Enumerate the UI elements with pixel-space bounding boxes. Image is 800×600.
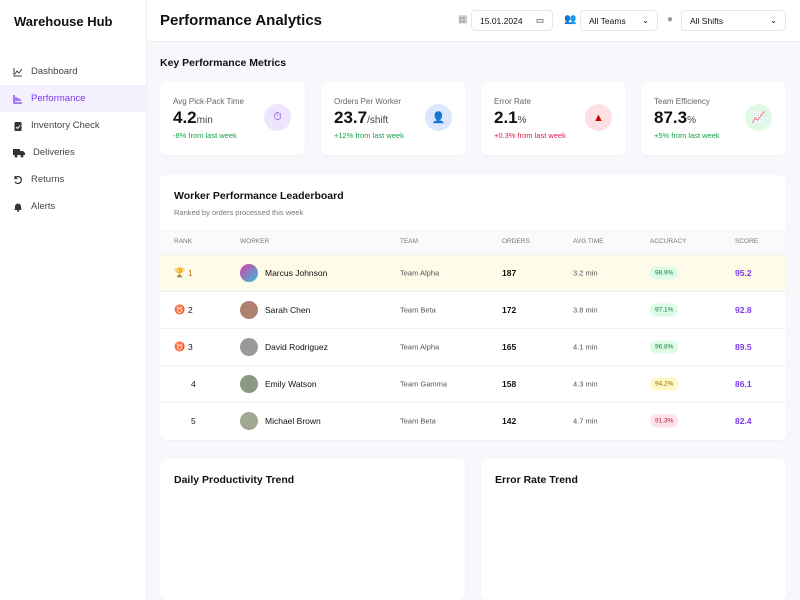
avatar [240, 412, 258, 430]
chevron-down-icon: ⌄ [641, 15, 649, 25]
clock-icon: ● [667, 14, 674, 25]
team: Team Gamma [400, 379, 448, 389]
rank: 3 [188, 342, 193, 352]
avatar [240, 338, 258, 356]
kpi-card-orders: Orders Per Worker 23.7/shift +12% from l… [321, 82, 466, 155]
stopwatch-icon: ⏱ [264, 104, 291, 131]
kpi-card-efficiency: Team Efficiency 87.3% +5% from last week… [641, 82, 786, 155]
table-row[interactable]: 🏆 1 Marcus Johnson Team Alpha 187 3.2 min… [160, 254, 786, 291]
orders: 187 [502, 268, 517, 278]
sidebar-item-dashboard[interactable]: Dashboard [0, 58, 146, 85]
rank: 4 [191, 379, 196, 389]
leaderboard-title: Worker Performance Leaderboard [174, 190, 344, 202]
brand-logo: Warehouse Hub [14, 14, 113, 29]
accuracy-badge: 98.9% [650, 266, 679, 280]
undo-icon [14, 175, 22, 184]
truck-icon [13, 148, 25, 157]
worker-name: Marcus Johnson [265, 268, 328, 278]
avatar [240, 375, 258, 393]
header: Performance Analytics ▦ 15.01.2024 ▭ 👥 Al… [147, 0, 800, 42]
orders: 142 [502, 416, 517, 426]
section-title: Key Performance Metrics [160, 57, 287, 69]
calendar-icon: ▦ [458, 14, 468, 25]
score: 89.5 [735, 342, 752, 352]
rank: 1 [188, 268, 193, 278]
avg-time: 4.3 min [573, 379, 598, 389]
sidebar-nav: Dashboard Performance Inventory Check De… [0, 58, 146, 220]
score: 95.2 [735, 268, 752, 278]
accuracy-badge: 94.2% [650, 377, 679, 391]
chart-line-icon [13, 67, 23, 76]
avatar [240, 301, 258, 319]
shift-select[interactable]: All Shifts ⌄ [681, 10, 786, 31]
kpi-card-pick-pack: Avg Pick-Pack Time 4.2min -8% from last … [160, 82, 305, 155]
accuracy-badge: 91.3% [650, 414, 679, 428]
worker-name: David Rodriguez [265, 342, 328, 352]
worker-name: Michael Brown [265, 416, 321, 426]
page-title: Performance Analytics [160, 12, 323, 29]
chevron-down-icon: ⌄ [769, 15, 777, 25]
avg-time: 3.2 min [573, 268, 598, 278]
medal-bronze-icon: ♉ [174, 341, 186, 352]
warning-icon: ▲ [585, 104, 612, 131]
avg-time: 3.8 min [573, 305, 598, 315]
calendar-picker-icon[interactable]: ▭ [535, 15, 544, 25]
sidebar-item-returns[interactable]: Returns [0, 166, 146, 193]
avg-time: 4.7 min [573, 416, 598, 426]
avg-time: 4.1 min [573, 342, 598, 352]
orders: 172 [502, 305, 517, 315]
team: Team Beta [400, 305, 436, 315]
rank: 2 [188, 305, 193, 315]
score: 82.4 [735, 416, 752, 426]
team: Team Alpha [400, 342, 440, 352]
team: Team Alpha [400, 268, 440, 278]
medal-silver-icon: ♉ [174, 304, 186, 315]
accuracy-badge: 96.8% [650, 340, 679, 354]
table-row[interactable]: 5 Michael Brown Team Beta 142 4.7 min 91… [160, 402, 786, 439]
clipboard-check-icon [14, 121, 22, 131]
table-header [160, 230, 786, 254]
productivity-trend-card: Daily Productivity Trend [160, 459, 465, 600]
sidebar: Warehouse Hub Dashboard Performance Inve… [0, 0, 147, 600]
kpi-card-error-rate: Error Rate 2.1% +0.3% from last week ▲ [481, 82, 626, 155]
worker-name: Emily Watson [265, 379, 317, 389]
table-row[interactable]: 4 Emily Watson Team Gamma 158 4.3 min 94… [160, 365, 786, 402]
score: 86.1 [735, 379, 752, 389]
user-gear-icon: 👤 [425, 104, 452, 131]
error-rate-trend-card: Error Rate Trend [481, 459, 786, 600]
sidebar-item-deliveries[interactable]: Deliveries [0, 139, 146, 166]
table-row[interactable]: ♉ 3 David Rodriguez Team Alpha 165 4.1 mi… [160, 328, 786, 365]
accuracy-badge: 97.1% [650, 303, 679, 317]
date-input[interactable]: 15.01.2024 ▭ [471, 10, 553, 31]
sidebar-item-performance[interactable]: Performance [0, 85, 146, 112]
chart-bar-icon [13, 94, 22, 104]
rank: 5 [191, 416, 196, 426]
leaderboard-card: Worker Performance Leaderboard Ranked by… [160, 175, 786, 440]
users-icon: 👥 [564, 14, 577, 25]
orders: 158 [502, 379, 517, 389]
sidebar-item-inventory-check[interactable]: Inventory Check [0, 112, 146, 139]
sidebar-item-alerts[interactable]: Alerts [0, 193, 146, 220]
score: 92.8 [735, 305, 752, 315]
worker-name: Sarah Chen [265, 305, 311, 315]
avatar [240, 264, 258, 282]
team: Team Beta [400, 416, 436, 426]
chart-line-icon: 📈 [745, 104, 772, 131]
table-row[interactable]: ♉ 2 Sarah Chen Team Beta 172 3.8 min 97.1… [160, 291, 786, 328]
bell-icon [14, 203, 22, 212]
orders: 165 [502, 342, 517, 352]
team-select[interactable]: All Teams ⌄ [580, 10, 658, 31]
trophy-icon: 🏆 [174, 267, 186, 278]
